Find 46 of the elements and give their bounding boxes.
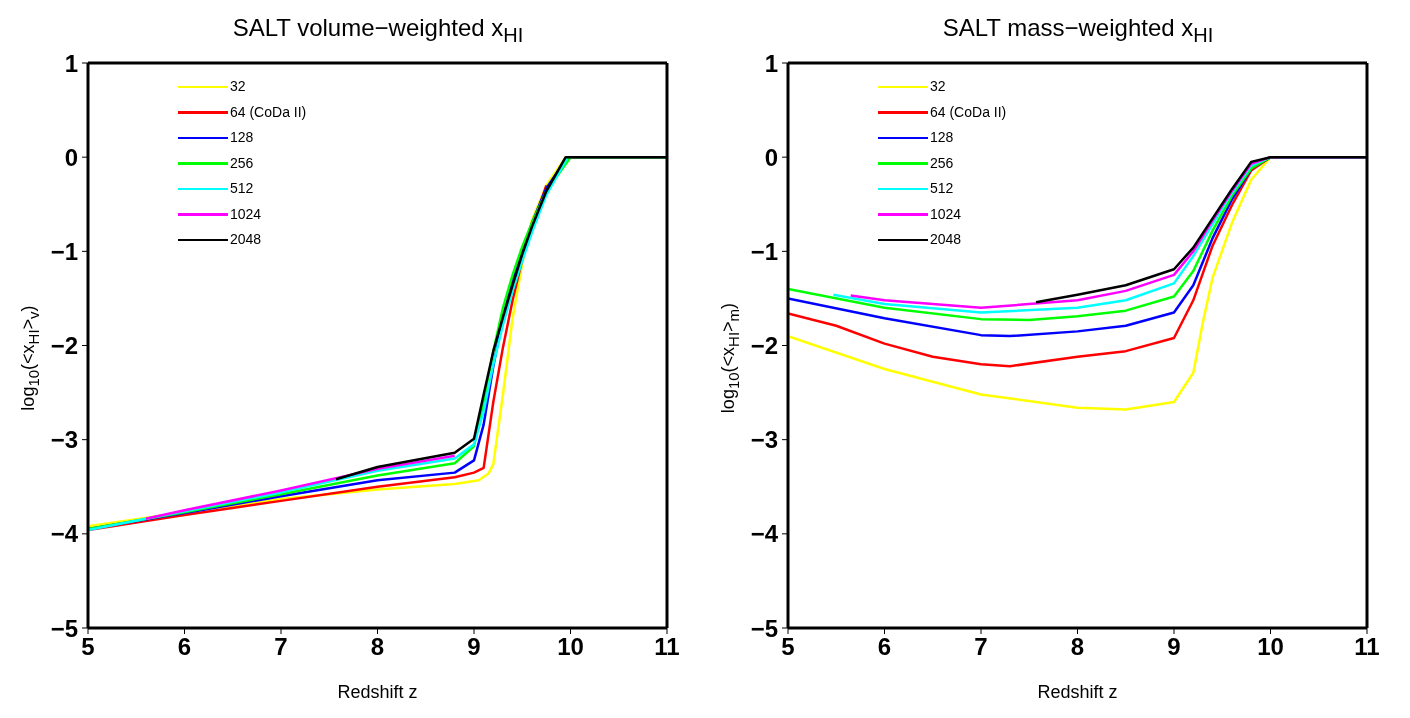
- x-tick-label: 5: [81, 633, 95, 661]
- x-tick-label: 11: [654, 633, 680, 661]
- legend-label: 256: [930, 153, 954, 173]
- legend-label: 128: [930, 128, 954, 147]
- y-tick-label: −4: [750, 520, 779, 548]
- legend-label: 2048: [930, 230, 962, 249]
- x-tick-label: 8: [370, 633, 385, 661]
- x-tick-label: 6: [877, 633, 892, 661]
- y-tick-label: −2: [50, 332, 78, 360]
- y-tick-label: −2: [750, 332, 778, 360]
- y-tick-label: 0: [764, 143, 778, 171]
- y-tick-label: 0: [64, 143, 78, 171]
- legend-label: 256: [230, 153, 254, 173]
- y-tick-label: −1: [50, 237, 78, 265]
- legend-label: 1024: [930, 204, 962, 224]
- legend-label: 64 (CoDa II): [930, 102, 1007, 122]
- x-axis-title: Redshift z: [337, 682, 418, 702]
- x-tick-label: 8: [1070, 633, 1085, 661]
- legend-label: 1024: [230, 204, 262, 224]
- x-tick-label: 5: [781, 633, 795, 661]
- x-tick-label: 10: [557, 633, 584, 661]
- chart-title: SALT mass−weighted x$_{HI}$: [941, 14, 1215, 47]
- x-tick-label: 7: [274, 633, 288, 661]
- y-tick-label: −5: [750, 614, 778, 642]
- x-tick-label: 7: [974, 633, 988, 661]
- x-axis-title: Redshift z: [1037, 682, 1118, 702]
- chart-title: SALT volume−weighted x$_{HI}$: [231, 14, 525, 47]
- x-tick-label: 11: [1354, 633, 1380, 661]
- legend-label: 32: [230, 77, 246, 96]
- y-tick-label: −1: [750, 237, 778, 265]
- y-tick-label: −5: [50, 614, 78, 642]
- legend-label: 32: [930, 77, 946, 96]
- legend-label: 2048: [230, 230, 262, 249]
- y-tick-label: −3: [50, 426, 78, 454]
- legend-label: 512: [930, 179, 954, 198]
- x-tick-label: 6: [177, 633, 192, 661]
- x-tick-label: 9: [1167, 633, 1181, 661]
- y-tick-label: 1: [64, 49, 78, 77]
- legend-label: 128: [230, 128, 254, 147]
- y-tick-label: −4: [50, 520, 79, 548]
- y-tick-label: −3: [750, 426, 778, 454]
- legend-label: 512: [230, 179, 254, 198]
- x-tick-label: 9: [467, 633, 481, 661]
- x-tick-label: 10: [1257, 633, 1284, 661]
- y-tick-label: 1: [764, 49, 778, 77]
- legend-label: 64 (CoDa II): [230, 102, 307, 122]
